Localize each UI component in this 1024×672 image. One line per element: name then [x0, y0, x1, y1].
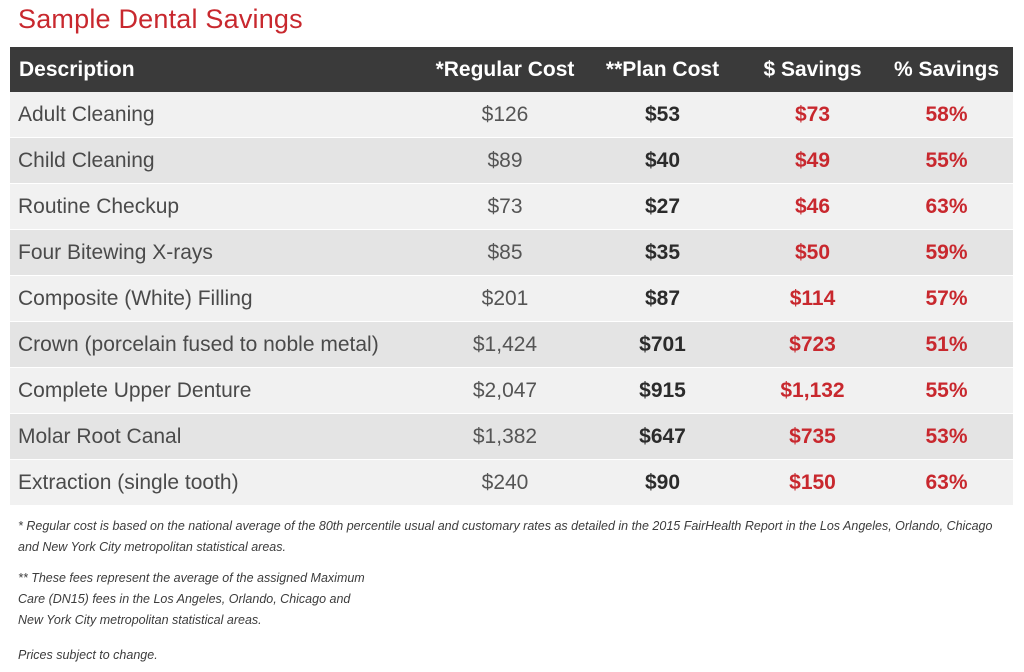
cell-percent-savings: 63%	[925, 194, 968, 218]
cell-dollar-savings: $46	[794, 194, 831, 218]
cell-plan-cost: $915	[639, 378, 686, 402]
cell-regular-cost: $73	[487, 194, 523, 218]
table-row: Routine Checkup $73 $27 $46 63%	[10, 184, 1013, 230]
cell-regular-cost: $2,047	[472, 378, 538, 402]
cell-percent-savings: 57%	[925, 286, 968, 310]
cell-dollar-savings: $735	[789, 424, 836, 448]
header-regular-cost: *Regular Cost	[435, 57, 575, 81]
cell-percent-savings: 55%	[925, 148, 968, 172]
cell-dollar-savings: $49	[794, 148, 831, 172]
table-row: Four Bitewing X-rays $85 $35 $50 59%	[10, 230, 1013, 276]
header-plan-cost: **Plan Cost	[605, 57, 720, 81]
cell-dollar-savings: $150	[789, 470, 836, 494]
cell-regular-cost: $89	[487, 148, 523, 172]
savings-table: Description *Regular Cost **Plan Cost $ …	[10, 47, 1013, 506]
cell-description: Molar Root Canal	[18, 424, 182, 448]
cell-description: Child Cleaning	[18, 148, 155, 172]
cell-description: Adult Cleaning	[18, 102, 155, 126]
cell-plan-cost: $35	[644, 240, 681, 264]
table-row: Complete Upper Denture $2,047 $915 $1,13…	[10, 368, 1013, 414]
cell-regular-cost: $240	[481, 470, 529, 494]
cell-percent-savings: 63%	[925, 470, 968, 494]
cell-regular-cost: $85	[487, 240, 523, 264]
cell-percent-savings: 59%	[925, 240, 968, 264]
cell-plan-cost: $27	[644, 194, 681, 218]
cell-plan-cost: $90	[644, 470, 681, 494]
cell-dollar-savings: $723	[789, 332, 836, 356]
table-row: Crown (porcelain fused to noble metal) $…	[10, 322, 1013, 368]
footnote-prices: Prices subject to change.	[18, 648, 158, 662]
footnote-plan-cost: ** These fees represent the average of t…	[18, 571, 365, 627]
table-row: Child Cleaning $89 $40 $49 55%	[10, 138, 1013, 184]
cell-description: Composite (White) Filling	[18, 286, 253, 310]
table-row: Composite (White) Filling $201 $87 $114 …	[10, 276, 1013, 322]
cell-percent-savings: 53%	[925, 424, 968, 448]
header-description: Description	[19, 57, 135, 81]
page-title: Sample Dental Savings	[18, 4, 303, 34]
cell-description: Complete Upper Denture	[18, 378, 252, 402]
cell-dollar-savings: $73	[794, 102, 831, 126]
cell-plan-cost: $40	[644, 148, 681, 172]
cell-percent-savings: 55%	[925, 378, 968, 402]
cell-regular-cost: $126	[481, 102, 529, 126]
cell-plan-cost: $87	[644, 286, 681, 310]
header-dollar-savings: $ Savings	[763, 57, 862, 81]
header-percent-savings: % Savings	[893, 57, 1000, 81]
cell-description: Routine Checkup	[18, 194, 180, 218]
cell-regular-cost: $201	[481, 286, 529, 310]
cell-percent-savings: 58%	[925, 102, 968, 126]
cell-plan-cost: $647	[639, 424, 686, 448]
footnote-regular-cost: * Regular cost is based on the national …	[18, 519, 993, 554]
cell-dollar-savings: $50	[794, 240, 831, 264]
table-header: Description *Regular Cost **Plan Cost $ …	[10, 47, 1013, 92]
cell-description: Extraction (single tooth)	[18, 470, 239, 494]
cell-percent-savings: 51%	[925, 332, 968, 356]
table-row: Adult Cleaning $126 $53 $73 58%	[10, 92, 1013, 138]
table-row: Molar Root Canal $1,382 $647 $735 53%	[10, 414, 1013, 460]
cell-description: Crown (porcelain fused to noble metal)	[18, 332, 379, 356]
cell-dollar-savings: $1,132	[780, 378, 845, 402]
cell-plan-cost: $53	[644, 102, 681, 126]
cell-description: Four Bitewing X-rays	[18, 240, 213, 264]
table-row: Extraction (single tooth) $240 $90 $150 …	[10, 460, 1013, 506]
cell-dollar-savings: $114	[789, 286, 836, 310]
cell-regular-cost: $1,424	[472, 332, 538, 356]
cell-regular-cost: $1,382	[472, 424, 538, 448]
cell-plan-cost: $701	[639, 332, 686, 356]
